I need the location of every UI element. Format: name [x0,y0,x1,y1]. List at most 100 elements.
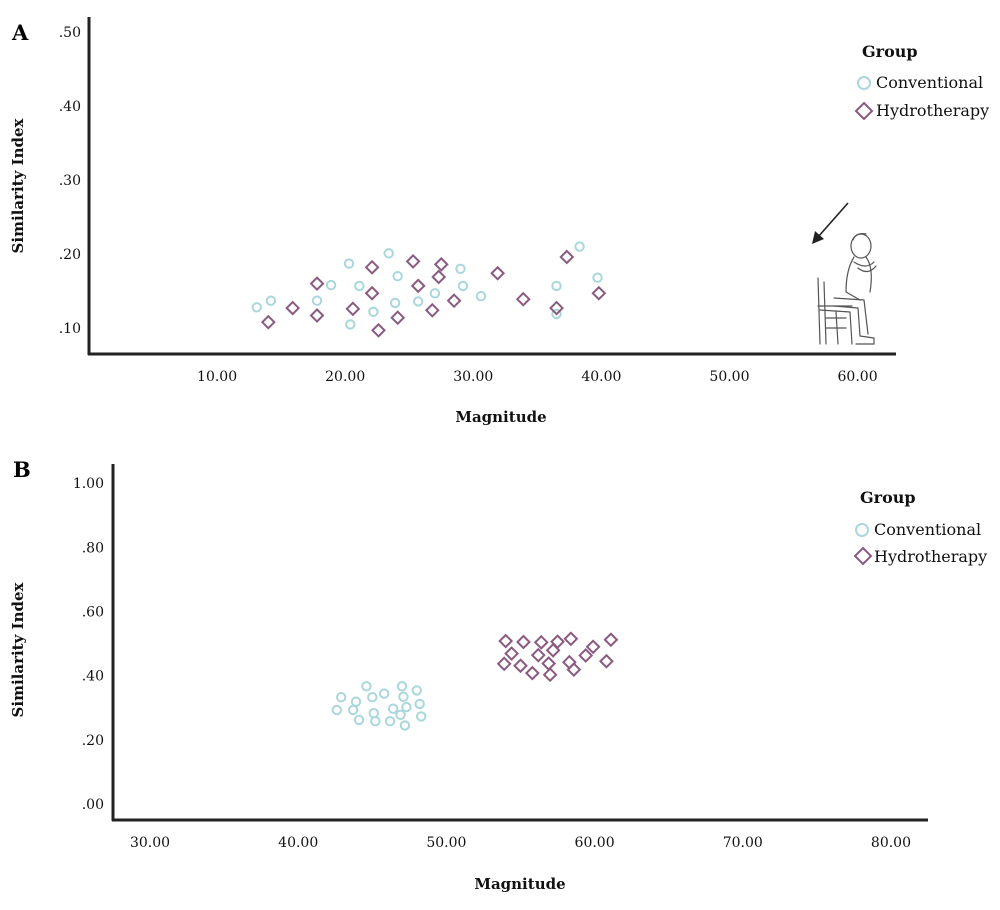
hydrotherapy-point [591,285,607,301]
y-axis-title: Similarity Index [9,118,27,254]
conventional-point [345,319,356,330]
y-tick-label: .50 [59,25,81,41]
hydrotherapy-point [578,648,594,663]
panel-a: A Similarity Index Magnitude .10 .20 .30… [9,17,989,426]
hydrotherapy-point [504,646,520,661]
conventional-point [396,681,408,692]
legend-circle-marker [857,76,871,90]
arrow-icon [812,202,849,244]
hydrotherapy-point [446,293,462,309]
y-tick-label: .40 [59,99,81,115]
conventional-point [331,704,342,716]
x-tick-label: 10.00 [197,369,237,385]
x-axis-title: Magnitude [455,408,546,426]
hydrotherapy-point [599,653,614,669]
seated-child-illustration [817,233,877,345]
hydrotherapy-point [390,310,406,326]
conventional-point [368,306,379,317]
conventional-point [370,716,381,727]
conventional-point [353,714,365,726]
conventional-point [350,696,362,707]
conventional-point [251,302,262,313]
y-tick-label: .00 [82,797,104,813]
conventional-point [343,258,355,269]
conventional-point [411,685,422,696]
conventional-point [574,241,585,252]
y-tick-label: .40 [82,669,104,685]
y-tick-labels: .00 .20 .40 .60 .80 1.00 [73,476,104,813]
conventional-point [354,280,365,292]
conventional-point [336,692,347,703]
hydrotherapy-point [513,658,528,674]
legend-diamond-marker [854,101,874,121]
hydrotherapy-point [371,322,386,338]
legend-label-hydrotherapy: Hydrotherapy [874,547,987,566]
x-tick-label: 50.00 [709,369,749,385]
y-tick-label: .80 [82,540,104,556]
y-tick-label: 1.00 [73,476,104,492]
hydrotherapy-point [559,249,575,265]
conventional-point [387,703,399,714]
y-tick-label: .20 [59,247,81,263]
x-tick-label: 70.00 [723,835,763,851]
y-tick-labels: .10 .20 .30 .40 .50 [59,25,81,337]
hydrotherapy-point [498,633,514,649]
conventional-point [398,691,409,702]
hydrotherapy-point [364,285,380,301]
legend-label-conventional: Conventional [876,73,983,92]
legend-label-hydrotherapy: Hydrotherapy [876,101,989,120]
hydrotherapy-point [345,301,361,317]
y-tick-label: .30 [59,173,81,189]
panel-label: B [13,457,31,482]
conventional-point [367,692,378,703]
x-tick-label: 40.00 [581,369,621,385]
y-tick-label: .20 [82,733,104,749]
hydrotherapy-point [285,300,301,316]
conventional-point [389,297,401,309]
x-tick-label: 50.00 [426,835,466,851]
hydrotherapy-point [533,634,549,650]
conventional-point [551,280,562,292]
legend-label-conventional: Conventional [874,520,981,539]
x-tick-label: 80.00 [871,835,911,851]
hydrotherapy-point [585,639,601,655]
hydrotherapy-point [410,278,426,294]
hydrotherapy-point [549,300,564,316]
hydrotherapy-point [405,254,421,269]
legend-diamond-marker [853,546,873,566]
hydrotherapy-point [550,634,565,650]
panel-label: A [11,20,29,45]
hydrotherapy-point [490,265,506,281]
hydrotherapy-point [530,647,546,663]
y-tick-label: .60 [82,605,104,621]
conventional-point [455,263,466,274]
conventional-point [592,272,603,283]
data-points [251,241,607,338]
hydrotherapy-point [496,656,512,672]
x-tick-label: 40.00 [278,835,318,851]
legend-title: Group [860,488,916,507]
conventional-point [429,288,441,299]
hydrotherapy-point [424,302,440,318]
data-points [331,631,619,731]
legend-title: Group [862,42,918,61]
conventional-point [457,280,469,292]
conventional-point [475,291,487,302]
hydrotherapy-point [524,665,540,681]
x-tick-label: 60.00 [838,369,878,385]
y-axis-title: Similarity Index [9,582,27,718]
conventional-point [379,688,390,699]
conventional-point [361,681,372,692]
conventional-point [413,296,424,307]
hydrotherapy-point [542,667,558,683]
conventional-point [384,716,396,727]
conventional-point [325,279,337,291]
hydrotherapy-point [309,276,325,292]
conventional-point [368,708,379,719]
x-tick-label: 30.00 [453,369,493,385]
hydrotherapy-point [515,291,531,307]
hydrotherapy-point [433,256,449,272]
hydrotherapy-point [516,634,531,650]
hydrotherapy-point [566,662,582,677]
